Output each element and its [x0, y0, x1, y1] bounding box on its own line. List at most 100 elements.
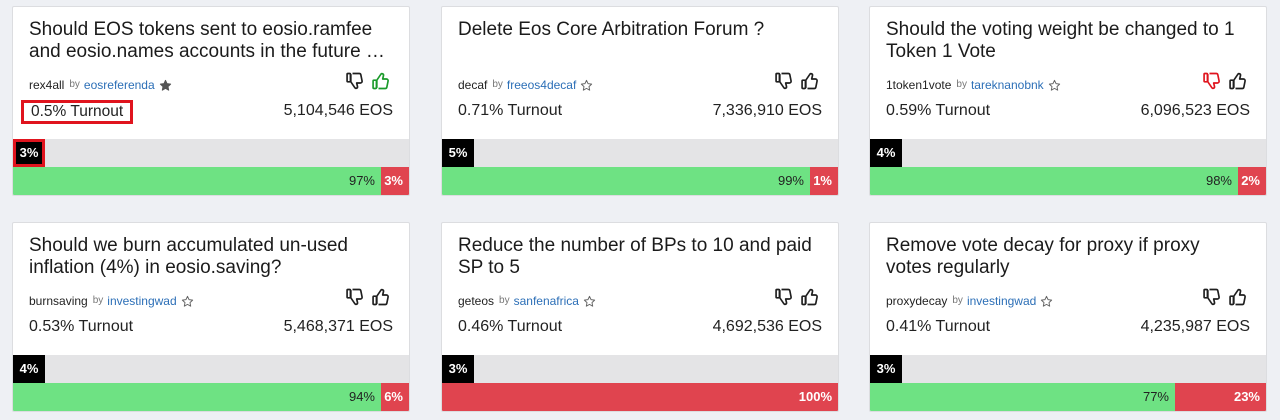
author-link[interactable]: eosreferenda: [83, 78, 155, 92]
yes-segment: 94%: [13, 383, 381, 411]
thumbs-up-icon[interactable]: [1228, 287, 1248, 307]
proposal-title[interactable]: Should EOS tokens sent to eosio.ramfee a…: [29, 19, 385, 62]
no-segment: 2%: [1238, 167, 1266, 195]
proposal-meta: decaf by freeos4decaf: [458, 77, 593, 93]
yes-segment: 98%: [870, 167, 1238, 195]
star-outline-icon[interactable]: [1040, 295, 1053, 308]
turnout-label: 0.5% Turnout: [21, 100, 134, 124]
participation-fill: 3%: [870, 355, 902, 383]
star-filled-icon[interactable]: [159, 79, 172, 92]
thumbs-down-icon[interactable]: [774, 71, 794, 91]
no-segment: 6%: [381, 383, 409, 411]
yes-segment: 97%: [13, 167, 381, 195]
participation-bar: 5%: [442, 139, 838, 167]
proposal-meta: geteos by sanfenafrica: [458, 293, 596, 309]
proposal-meta: burnsaving by investingwad: [29, 293, 194, 309]
participation-bar: 3%: [13, 139, 409, 167]
proposal-name: decaf: [458, 78, 488, 92]
yes-segment: 77%: [870, 383, 1175, 411]
turnout-label: 0.59% Turnout: [886, 102, 991, 119]
vote-buttons: [345, 287, 391, 307]
eos-amount: 4,692,536 EOS: [712, 318, 822, 335]
participation-bar: 3%: [870, 355, 1266, 383]
by-label: by: [69, 79, 80, 90]
thumbs-up-icon[interactable]: [800, 71, 820, 91]
author-link[interactable]: investingwad: [107, 294, 177, 308]
author-link[interactable]: freeos4decaf: [506, 78, 577, 92]
eos-amount: 6,096,523 EOS: [1140, 102, 1250, 119]
proposal-card-1token1vote[interactable]: Should the voting weight be changed to 1…: [869, 6, 1267, 196]
thumbs-down-icon[interactable]: [345, 71, 365, 91]
vote-result-bar: 100%: [442, 383, 838, 411]
by-label: by: [499, 295, 510, 306]
yes-segment: 99%: [442, 167, 810, 195]
no-segment: 23%: [1175, 383, 1266, 411]
vote-buttons: [345, 71, 391, 91]
eos-amount: 4,235,987 EOS: [1140, 318, 1250, 335]
thumbs-down-icon[interactable]: [345, 287, 365, 307]
proposal-card-proxydecay[interactable]: Remove vote decay for proxy if proxy vot…: [869, 222, 1267, 412]
eos-amount: 7,336,910 EOS: [712, 102, 822, 119]
vote-result-bar: 98% 2%: [870, 167, 1266, 195]
star-outline-icon[interactable]: [1048, 79, 1061, 92]
no-segment: 100%: [442, 383, 838, 411]
vote-buttons: [774, 71, 820, 91]
thumbs-up-icon[interactable]: [800, 287, 820, 307]
proposal-name: geteos: [458, 294, 495, 308]
vote-buttons: [774, 287, 820, 307]
proposal-card-burnsaving[interactable]: Should we burn accumulated un-used infla…: [12, 222, 410, 412]
eos-amount: 5,104,546 EOS: [283, 102, 393, 119]
author-link[interactable]: tareknanobnk: [970, 78, 1044, 92]
proposal-title[interactable]: Should we burn accumulated un-used infla…: [29, 235, 348, 278]
star-outline-icon[interactable]: [181, 295, 194, 308]
vote-buttons: [1202, 287, 1248, 307]
proposal-title[interactable]: Remove vote decay for proxy if proxy vot…: [886, 235, 1200, 278]
author-link[interactable]: sanfenafrica: [513, 294, 579, 308]
turnout-label: 0.53% Turnout: [29, 318, 134, 335]
proposal-name: proxydecay: [886, 294, 948, 308]
turnout-label: 0.71% Turnout: [458, 102, 563, 119]
proposal-name: burnsaving: [29, 294, 88, 308]
no-segment: 1%: [810, 167, 838, 195]
participation-fill: 5%: [442, 139, 474, 167]
vote-result-bar: 94% 6%: [13, 383, 409, 411]
participation-fill: 3%: [13, 139, 45, 167]
turnout-label: 0.46% Turnout: [458, 318, 563, 335]
proposal-title[interactable]: Delete Eos Core Arbitration Forum ?: [458, 19, 765, 40]
vote-result-bar: 97% 3%: [13, 167, 409, 195]
proposal-meta: proxydecay by investingwad: [886, 293, 1053, 309]
by-label: by: [492, 79, 503, 90]
vote-result-bar: 99% 1%: [442, 167, 838, 195]
author-link[interactable]: investingwad: [966, 294, 1037, 308]
thumbs-up-icon[interactable]: [371, 287, 391, 307]
no-segment: 3%: [381, 167, 409, 195]
by-label: by: [92, 295, 104, 306]
proposal-title[interactable]: Reduce the number of BPs to 10 and paid …: [458, 235, 812, 278]
proposal-meta: rex4all by eosreferenda: [29, 77, 172, 93]
proposal-title[interactable]: Should the voting weight be changed to 1…: [886, 19, 1235, 62]
vote-buttons: [1202, 71, 1248, 91]
thumbs-up-icon[interactable]: [1228, 71, 1248, 91]
proposal-meta: 1token1vote by tareknanobnk: [886, 77, 1061, 93]
thumbs-down-icon[interactable]: [1202, 71, 1222, 91]
participation-bar: 3%: [442, 355, 838, 383]
proposal-card-geteos[interactable]: Reduce the number of BPs to 10 and paid …: [441, 222, 839, 412]
proposal-card-decaf[interactable]: Delete Eos Core Arbitration Forum ? deca…: [441, 6, 839, 196]
participation-bar: 4%: [13, 355, 409, 383]
proposal-name: rex4all: [29, 78, 65, 92]
participation-fill: 3%: [442, 355, 474, 383]
star-outline-icon[interactable]: [580, 79, 593, 92]
proposal-card-rex4all[interactable]: Should EOS tokens sent to eosio.ramfee a…: [12, 6, 410, 196]
turnout-label: 0.41% Turnout: [886, 318, 991, 335]
participation-fill: 4%: [870, 139, 902, 167]
by-label: by: [952, 295, 963, 306]
star-outline-icon[interactable]: [583, 295, 596, 308]
thumbs-down-icon[interactable]: [774, 287, 794, 307]
participation-fill: 4%: [13, 355, 45, 383]
thumbs-down-icon[interactable]: [1202, 287, 1222, 307]
proposal-name: 1token1vote: [886, 78, 952, 92]
participation-bar: 4%: [870, 139, 1266, 167]
thumbs-up-icon[interactable]: [371, 71, 391, 91]
eos-amount: 5,468,371 EOS: [283, 318, 393, 335]
by-label: by: [956, 79, 967, 90]
